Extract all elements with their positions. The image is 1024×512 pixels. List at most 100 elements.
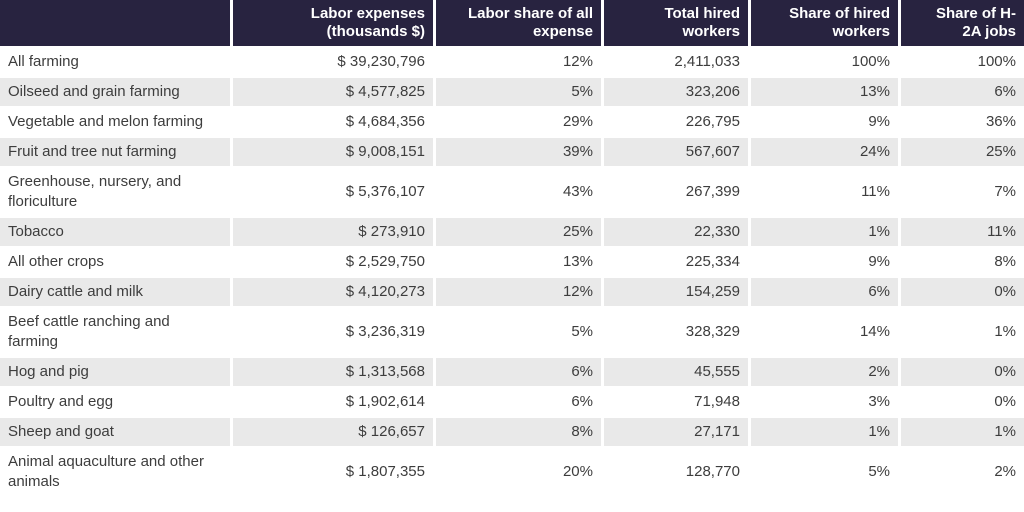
value-cell: $ 1,313,568 (230, 358, 433, 388)
table-row: Tobacco $ 273,910 25% 22,330 1% 11% (0, 218, 1024, 248)
value-cell: 11% (748, 168, 898, 218)
value-cell: 25% (898, 138, 1024, 168)
value-cell: $ 1,807,355 (230, 448, 433, 498)
value-cell: 6% (898, 78, 1024, 108)
value-cell: 39% (433, 138, 601, 168)
column-header: Labor share of all expense (433, 0, 601, 48)
value-cell: 6% (433, 388, 601, 418)
row-label-cell: All farming (0, 48, 230, 78)
value-cell: 22,330 (601, 218, 748, 248)
table-row: Oilseed and grain farming $ 4,577,825 5% 32… (0, 78, 1024, 108)
value-cell: $ 9,008,151 (230, 138, 433, 168)
value-cell: 5% (433, 308, 601, 358)
row-label-cell: Fruit and tree nut farming (0, 138, 230, 168)
value-cell: 2,411,033 (601, 48, 748, 78)
column-header: Share of H-2A jobs (898, 0, 1024, 48)
column-header: Share of hired workers (748, 0, 898, 48)
table-header: Labor expenses (thousands $) Labor share … (0, 0, 1024, 48)
value-cell: 20% (433, 448, 601, 498)
table-row: Beef cattle ranching and farming $ 3,236,… (0, 308, 1024, 358)
value-cell: 0% (898, 278, 1024, 308)
value-cell: 27,171 (601, 418, 748, 448)
value-cell: $ 2,529,750 (230, 248, 433, 278)
value-cell: 5% (433, 78, 601, 108)
value-cell: 25% (433, 218, 601, 248)
header-row: Labor expenses (thousands $) Labor share … (0, 0, 1024, 48)
row-label-cell: Hog and pig (0, 358, 230, 388)
row-label-cell: Tobacco (0, 218, 230, 248)
value-cell: 323,206 (601, 78, 748, 108)
value-cell: 267,399 (601, 168, 748, 218)
table-row: Animal aquaculture and other animals $ 1,… (0, 448, 1024, 498)
table-row: Sheep and goat $ 126,657 8% 27,171 1% 1% (0, 418, 1024, 448)
row-label-cell: Dairy cattle and milk (0, 278, 230, 308)
value-cell: 13% (433, 248, 601, 278)
value-cell: 5% (748, 448, 898, 498)
table-row: Fruit and tree nut farming $ 9,008,151 39%… (0, 138, 1024, 168)
value-cell: 100% (748, 48, 898, 78)
table-row: All other crops $ 2,529,750 13% 225,334 9% 8% (0, 248, 1024, 278)
row-label-cell: All other crops (0, 248, 230, 278)
table-row: Dairy cattle and milk $ 4,120,273 12% 154,2… (0, 278, 1024, 308)
value-cell: 328,329 (601, 308, 748, 358)
value-cell: 6% (433, 358, 601, 388)
value-cell: 13% (748, 78, 898, 108)
value-cell: $ 39,230,796 (230, 48, 433, 78)
value-cell: $ 5,376,107 (230, 168, 433, 218)
value-cell: 8% (433, 418, 601, 448)
value-cell: 6% (748, 278, 898, 308)
table-row: Poultry and egg $ 1,902,614 6% 71,948 3% 0% (0, 388, 1024, 418)
row-label-column-header (0, 0, 230, 48)
value-cell: 128,770 (601, 448, 748, 498)
value-cell: $ 3,236,319 (230, 308, 433, 358)
value-cell: 12% (433, 48, 601, 78)
value-cell: 1% (898, 308, 1024, 358)
value-cell: 9% (748, 248, 898, 278)
value-cell: 29% (433, 108, 601, 138)
value-cell: $ 273,910 (230, 218, 433, 248)
value-cell: 36% (898, 108, 1024, 138)
row-label-cell: Poultry and egg (0, 388, 230, 418)
value-cell: 2% (748, 358, 898, 388)
value-cell: 1% (898, 418, 1024, 448)
value-cell: 8% (898, 248, 1024, 278)
value-cell: 14% (748, 308, 898, 358)
value-cell: 226,795 (601, 108, 748, 138)
value-cell: 100% (898, 48, 1024, 78)
table-row: Greenhouse, nursery, and floriculture $ 5… (0, 168, 1024, 218)
value-cell: 7% (898, 168, 1024, 218)
row-label-cell: Vegetable and melon farming (0, 108, 230, 138)
row-label-cell: Greenhouse, nursery, and floriculture (0, 168, 230, 218)
table-body: All farming $ 39,230,796 12% 2,411,033 100% 1… (0, 48, 1024, 498)
value-cell: 1% (748, 218, 898, 248)
value-cell: $ 4,684,356 (230, 108, 433, 138)
value-cell: 225,334 (601, 248, 748, 278)
row-label-cell: Sheep and goat (0, 418, 230, 448)
value-cell: 12% (433, 278, 601, 308)
value-cell: 1% (748, 418, 898, 448)
value-cell: 567,607 (601, 138, 748, 168)
table-row: All farming $ 39,230,796 12% 2,411,033 100% 1… (0, 48, 1024, 78)
value-cell: 0% (898, 388, 1024, 418)
value-cell: 11% (898, 218, 1024, 248)
value-cell: 71,948 (601, 388, 748, 418)
value-cell: 24% (748, 138, 898, 168)
value-cell: $ 4,120,273 (230, 278, 433, 308)
value-cell: 154,259 (601, 278, 748, 308)
column-header: Total hired workers (601, 0, 748, 48)
value-cell: $ 4,577,825 (230, 78, 433, 108)
farm-labor-expenses-table: Labor expenses (thousands $) Labor share … (0, 0, 1024, 498)
value-cell: $ 126,657 (230, 418, 433, 448)
row-label-cell: Oilseed and grain farming (0, 78, 230, 108)
value-cell: 3% (748, 388, 898, 418)
column-header: Labor expenses (thousands $) (230, 0, 433, 48)
row-label-cell: Animal aquaculture and other animals (0, 448, 230, 498)
value-cell: 9% (748, 108, 898, 138)
table-row: Hog and pig $ 1,313,568 6% 45,555 2% 0% (0, 358, 1024, 388)
table-row: Vegetable and melon farming $ 4,684,356 29… (0, 108, 1024, 138)
value-cell: 0% (898, 358, 1024, 388)
value-cell: 2% (898, 448, 1024, 498)
value-cell: 45,555 (601, 358, 748, 388)
value-cell: 43% (433, 168, 601, 218)
row-label-cell: Beef cattle ranching and farming (0, 308, 230, 358)
